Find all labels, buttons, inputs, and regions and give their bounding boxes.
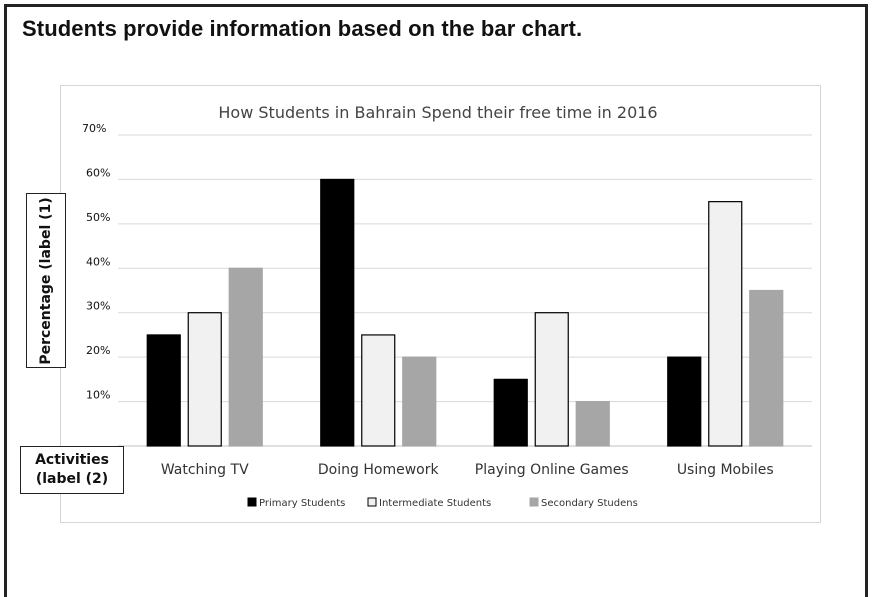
bar [534,312,569,447]
bar [749,289,784,447]
y-axis-label: Percentage (label (1) [38,196,54,365]
category-label: Doing Homework [318,462,440,478]
bars [146,178,784,447]
legend-label: Intermediate Students [379,498,491,509]
legend-swatch [247,497,257,507]
bar [575,400,610,447]
category-label: Playing Online Games [475,462,629,478]
worksheet-heading: Students provide information based on th… [22,16,583,41]
y-tick-label: 40% [86,255,110,268]
x-axis-label-box: Activities (label (2) [20,446,124,494]
legend-swatch [529,497,539,507]
y-tick-label: 30% [86,300,110,313]
bar [187,312,222,447]
bar [402,356,437,447]
y-tick-label: 60% [86,166,110,179]
chart-title: How Students in Bahrain Spend their free… [218,103,657,122]
chart-area [60,85,821,523]
gridlines [118,134,812,447]
bar [228,267,263,447]
legend-label: Primary Students [259,498,345,509]
category-labels: Watching TV Doing Homework Playing Online … [161,462,774,478]
y-tick-label: 20% [86,344,110,357]
bar [667,356,702,447]
worksheet-frame [4,4,868,597]
x-axis-label-line1: Activities [35,452,109,468]
y-tick-label: 10% [86,389,110,402]
y-tick-label: 50% [86,211,110,224]
y-axis-label-box: Percentage (label (1) [26,193,66,368]
bar [708,201,743,447]
x-axis-label-line2: (label (2) [35,471,109,487]
y-tick-labels: 70% 60% 50% 40% 30% 20% 10% [82,122,110,402]
bar [493,378,528,447]
category-label: Watching TV [161,462,249,478]
legend: Primary Students Intermediate Students Sec… [247,497,638,509]
y-tick-label: 70% [82,122,106,135]
category-label: Using Mobiles [677,462,774,478]
bar [361,334,396,447]
bar [320,178,355,447]
bar [146,334,181,447]
legend-swatch [367,497,377,507]
legend-label: Secondary Studens [541,498,638,509]
